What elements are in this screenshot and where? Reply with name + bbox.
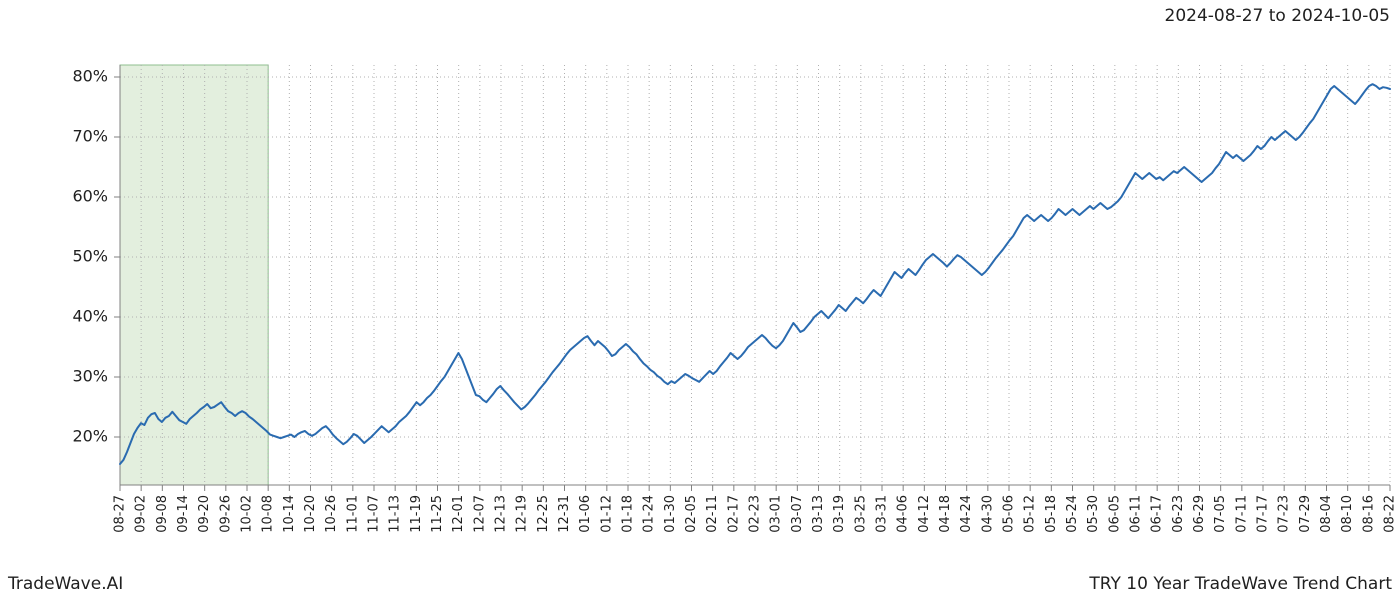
svg-text:01-06: 01-06	[578, 495, 593, 533]
svg-text:08-10: 08-10	[1340, 495, 1355, 533]
svg-text:11-01: 11-01	[345, 495, 360, 533]
svg-text:05-06: 05-06	[1002, 495, 1017, 533]
svg-text:04-18: 04-18	[938, 495, 953, 533]
chart-svg: 20% 30% 40% 50% 60% 70% 80% 08-27 09-02 09-08 09-1…	[0, 0, 1400, 600]
svg-text:12-13: 12-13	[494, 495, 509, 533]
svg-text:02-23: 02-23	[748, 495, 763, 533]
svg-text:04-06: 04-06	[896, 495, 911, 533]
svg-text:03-19: 03-19	[832, 495, 847, 533]
svg-text:80%: 80%	[72, 67, 108, 86]
svg-text:03-01: 03-01	[769, 495, 784, 533]
svg-text:03-07: 03-07	[790, 495, 805, 533]
svg-text:12-07: 12-07	[472, 495, 487, 533]
svg-text:01-30: 01-30	[663, 495, 678, 533]
svg-text:08-22: 08-22	[1383, 495, 1398, 533]
svg-text:30%: 30%	[72, 367, 108, 386]
svg-text:09-14: 09-14	[176, 495, 191, 533]
svg-text:04-24: 04-24	[959, 495, 974, 533]
svg-text:05-30: 05-30	[1086, 495, 1101, 533]
svg-text:10-02: 10-02	[240, 495, 255, 533]
svg-text:07-29: 07-29	[1298, 495, 1313, 533]
svg-text:10-26: 10-26	[324, 495, 339, 533]
svg-text:07-23: 07-23	[1277, 495, 1292, 533]
svg-text:06-11: 06-11	[1129, 495, 1144, 533]
svg-text:20%: 20%	[72, 427, 108, 446]
svg-text:60%: 60%	[72, 187, 108, 206]
svg-text:10-08: 10-08	[261, 495, 276, 533]
svg-text:02-05: 02-05	[684, 495, 699, 533]
svg-text:09-02: 09-02	[134, 495, 149, 533]
svg-text:05-12: 05-12	[1023, 495, 1038, 533]
svg-text:03-25: 03-25	[853, 495, 868, 533]
svg-text:09-08: 09-08	[155, 495, 170, 533]
svg-text:05-18: 05-18	[1044, 495, 1059, 533]
svg-text:01-24: 01-24	[642, 495, 657, 533]
svg-text:08-27: 08-27	[113, 495, 128, 533]
svg-text:11-25: 11-25	[430, 495, 445, 533]
svg-text:08-16: 08-16	[1361, 495, 1376, 533]
svg-text:03-13: 03-13	[811, 495, 826, 533]
svg-text:11-19: 11-19	[409, 495, 424, 533]
trend-chart: 20% 30% 40% 50% 60% 70% 80% 08-27 09-02 09-08 09-1…	[0, 0, 1400, 600]
svg-text:07-17: 07-17	[1256, 495, 1271, 533]
svg-text:70%: 70%	[72, 127, 108, 146]
svg-text:06-23: 06-23	[1171, 495, 1186, 533]
svg-text:40%: 40%	[72, 307, 108, 326]
svg-text:09-26: 09-26	[218, 495, 233, 533]
svg-text:11-07: 11-07	[367, 495, 382, 533]
svg-text:08-04: 08-04	[1319, 495, 1334, 533]
svg-text:12-25: 12-25	[536, 495, 551, 533]
svg-text:04-12: 04-12	[917, 495, 932, 533]
svg-text:10-20: 10-20	[303, 495, 318, 533]
svg-text:04-30: 04-30	[980, 495, 995, 533]
svg-text:06-05: 06-05	[1107, 495, 1122, 533]
svg-text:01-12: 01-12	[599, 495, 614, 533]
svg-text:11-13: 11-13	[388, 495, 403, 533]
svg-text:02-17: 02-17	[726, 495, 741, 533]
svg-text:06-17: 06-17	[1150, 495, 1165, 533]
svg-text:09-20: 09-20	[197, 495, 212, 533]
svg-text:10-14: 10-14	[282, 495, 297, 533]
svg-text:12-01: 12-01	[451, 495, 466, 533]
svg-text:02-11: 02-11	[705, 495, 720, 533]
svg-text:12-31: 12-31	[557, 495, 572, 533]
svg-text:07-11: 07-11	[1234, 495, 1249, 533]
svg-text:07-05: 07-05	[1213, 495, 1228, 533]
svg-text:05-24: 05-24	[1065, 495, 1080, 533]
svg-text:03-31: 03-31	[875, 495, 890, 533]
svg-text:50%: 50%	[72, 247, 108, 266]
svg-text:06-29: 06-29	[1192, 495, 1207, 533]
svg-text:12-19: 12-19	[515, 495, 530, 533]
svg-text:01-18: 01-18	[621, 495, 636, 533]
